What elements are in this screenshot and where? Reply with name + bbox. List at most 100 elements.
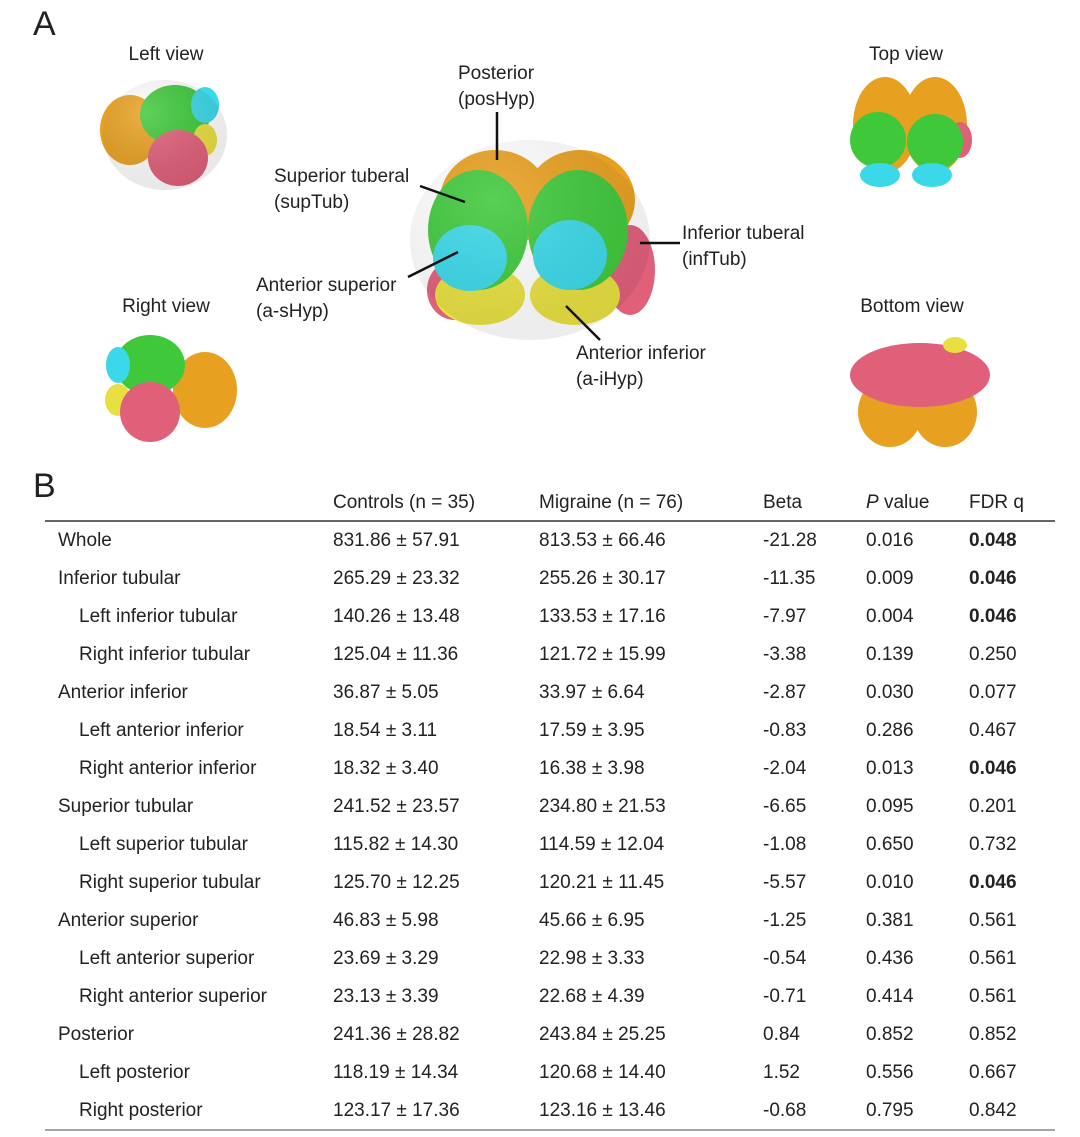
header-part: value <box>879 492 930 513</box>
column-header: Beta <box>763 492 803 513</box>
table-cell: 1.52 <box>763 1062 800 1083</box>
leader-lines <box>407 112 680 341</box>
table-cell: 16.38 ± 3.98 <box>539 758 645 779</box>
region-abbrev: (a-sHyp) <box>256 301 329 322</box>
row-label: Inferior tubular <box>58 568 181 589</box>
table-cell: 17.59 ± 3.95 <box>539 720 645 741</box>
column-header: FDR q <box>969 492 1024 513</box>
table-cell: 125.70 ± 12.25 <box>333 872 460 893</box>
column-header: Controls (n = 35) <box>333 492 475 513</box>
table-cell: 0.561 <box>969 986 1017 1007</box>
row-label: Right inferior tubular <box>79 644 251 665</box>
table-cell: 0.561 <box>969 910 1017 931</box>
row-label: Left posterior <box>79 1062 191 1083</box>
table-cell: -2.04 <box>763 758 807 779</box>
table-cell: 121.72 ± 15.99 <box>539 644 666 665</box>
table-cell: 0.650 <box>866 834 914 855</box>
table-cell: 0.436 <box>866 948 914 969</box>
table-cell: 243.84 ± 25.25 <box>539 1024 666 1045</box>
table-cell: 0.842 <box>969 1100 1017 1121</box>
view-label: Right view <box>122 296 210 317</box>
table-cell: 125.04 ± 11.36 <box>333 644 458 665</box>
table-cell: 22.68 ± 4.39 <box>539 986 645 1007</box>
table-cell: 23.69 ± 3.29 <box>333 948 439 969</box>
table-cell: -7.97 <box>763 606 806 627</box>
row-label: Right superior tubular <box>79 872 261 893</box>
row-label: Anterior superior <box>58 910 199 931</box>
column-header: P value <box>866 492 929 513</box>
table-cell: 114.59 ± 12.04 <box>539 834 665 855</box>
region-name: Inferior tuberal <box>682 223 805 244</box>
table-cell: -0.54 <box>763 948 807 969</box>
view-label: Left view <box>129 44 204 65</box>
table-cell: 18.32 ± 3.40 <box>333 758 439 779</box>
table-cell: -0.83 <box>763 720 806 741</box>
view-label: Top view <box>869 44 943 65</box>
bottom-view-render <box>850 337 990 447</box>
view-label: Bottom view <box>860 296 964 317</box>
row-label: Right anterior superior <box>79 986 268 1007</box>
table-cell: 0.013 <box>866 758 914 779</box>
table-cell: 120.21 ± 11.45 <box>539 872 664 893</box>
row-label: Left anterior superior <box>79 948 255 969</box>
table-cell: 0.561 <box>969 948 1017 969</box>
row-label: Whole <box>58 530 112 551</box>
row-label: Anterior inferior <box>58 682 189 703</box>
table-cell: -0.71 <box>763 986 806 1007</box>
table-cell: 23.13 ± 3.39 <box>333 986 439 1007</box>
table-cell: 22.98 ± 3.33 <box>539 948 645 969</box>
region-name: Posterior <box>458 63 535 84</box>
table-cell: 0.795 <box>866 1100 914 1121</box>
table-cell: 0.016 <box>866 530 914 551</box>
table-cell: 241.52 ± 23.57 <box>333 796 460 817</box>
panel-letter: A <box>33 5 56 43</box>
row-label: Posterior <box>58 1024 135 1045</box>
table-cell: 0.556 <box>866 1062 914 1083</box>
row-label: Right anterior inferior <box>79 758 257 779</box>
table-cell: 0.667 <box>969 1062 1017 1083</box>
table-cell: 0.046 <box>969 568 1017 589</box>
region-abbrev: (infTub) <box>682 249 747 270</box>
table-cell: -1.25 <box>763 910 806 931</box>
table-cell: 0.046 <box>969 758 1017 779</box>
table-cell: 123.16 ± 13.46 <box>539 1100 666 1121</box>
table-cell: 0.046 <box>969 606 1017 627</box>
table-cell: 0.010 <box>866 872 914 893</box>
table-cell: 0.095 <box>866 796 914 817</box>
table-cell: 0.414 <box>866 986 914 1007</box>
table-cell: 0.004 <box>866 606 914 627</box>
table-cell: -21.28 <box>763 530 817 551</box>
table-cell: 0.139 <box>866 644 914 665</box>
table-cell: 831.86 ± 57.91 <box>333 530 460 551</box>
table-cell: 46.83 ± 5.98 <box>333 910 439 931</box>
column-header: Migraine (n = 76) <box>539 492 683 513</box>
header-part: P <box>866 492 879 513</box>
row-label: Right posterior <box>79 1100 203 1121</box>
table-cell: 241.36 ± 28.82 <box>333 1024 460 1045</box>
table-cell: 0.381 <box>866 910 914 931</box>
row-label: Left inferior tubular <box>79 606 238 627</box>
table-cell: 0.286 <box>866 720 914 741</box>
row-label: Left anterior inferior <box>79 720 244 741</box>
region-name: Superior tuberal <box>274 166 409 187</box>
table-cell: -1.08 <box>763 834 806 855</box>
table-cell: 33.97 ± 6.64 <box>539 682 645 703</box>
table-cell: -11.35 <box>763 568 815 589</box>
table-cell: 0.84 <box>763 1024 800 1045</box>
left-view-render <box>100 80 227 190</box>
panel-letter: B <box>33 467 56 505</box>
top-view-render <box>850 77 972 187</box>
region-abbrev: (a-iHyp) <box>576 369 644 390</box>
table-cell: 0.732 <box>969 834 1017 855</box>
table-cell: -5.57 <box>763 872 806 893</box>
table-cell: -3.38 <box>763 644 806 665</box>
table-cell: 18.54 ± 3.11 <box>333 720 437 741</box>
table-cell: 133.53 ± 17.16 <box>539 606 666 627</box>
table-cell: -6.65 <box>763 796 806 817</box>
region-abbrev: (supTub) <box>274 192 349 213</box>
table-cell: 0.852 <box>969 1024 1017 1045</box>
table-cell: 45.66 ± 6.95 <box>539 910 645 931</box>
table-cell: 0.046 <box>969 872 1017 893</box>
table-cell: 0.201 <box>969 796 1017 817</box>
table-cell: 0.852 <box>866 1024 914 1045</box>
